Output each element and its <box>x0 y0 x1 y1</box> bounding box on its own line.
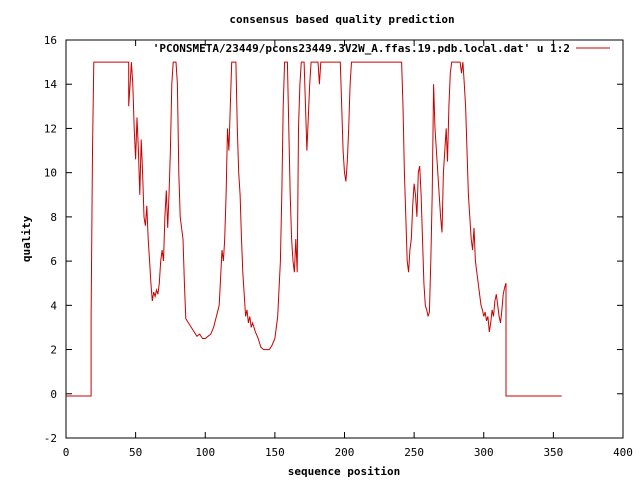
series-line <box>66 61 562 397</box>
x-tick-label: 50 <box>129 446 142 459</box>
chart-title: consensus based quality prediction <box>229 13 454 26</box>
x-axis-label: sequence position <box>288 465 401 478</box>
y-tick-label: 14 <box>44 78 58 91</box>
x-axis: 0 50 100 150 200 250 300 350 400 <box>63 40 633 459</box>
y-tick-label: 4 <box>50 299 57 312</box>
y-tick-label: 16 <box>44 34 57 47</box>
y-tick-label: -2 <box>44 432 57 445</box>
x-tick-label: 200 <box>335 446 355 459</box>
y-tick-label: 6 <box>50 255 57 268</box>
y-axis-label: quality <box>20 215 33 262</box>
x-tick-label: 400 <box>613 446 633 459</box>
y-tick-label: 8 <box>50 211 57 224</box>
plot-frame <box>65 39 624 439</box>
x-tick-label: 350 <box>543 446 563 459</box>
legend: 'PCONSMETA/23449/pcons23449.3V2W_A.ffas.… <box>153 42 610 55</box>
x-tick-label: 0 <box>63 446 70 459</box>
legend-label: 'PCONSMETA/23449/pcons23449.3V2W_A.ffas.… <box>153 42 570 55</box>
x-tick-label: 250 <box>404 446 424 459</box>
y-tick-label: 10 <box>44 167 57 180</box>
x-tick-label: 300 <box>474 446 494 459</box>
x-tick-label: 100 <box>195 446 215 459</box>
y-tick-label: 2 <box>50 344 57 357</box>
y-tick-label: 12 <box>44 122 57 135</box>
y-axis: -2 0 2 4 6 8 10 12 14 16 <box>44 34 623 445</box>
y-tick-label: 0 <box>50 388 57 401</box>
x-tick-label: 150 <box>265 446 285 459</box>
